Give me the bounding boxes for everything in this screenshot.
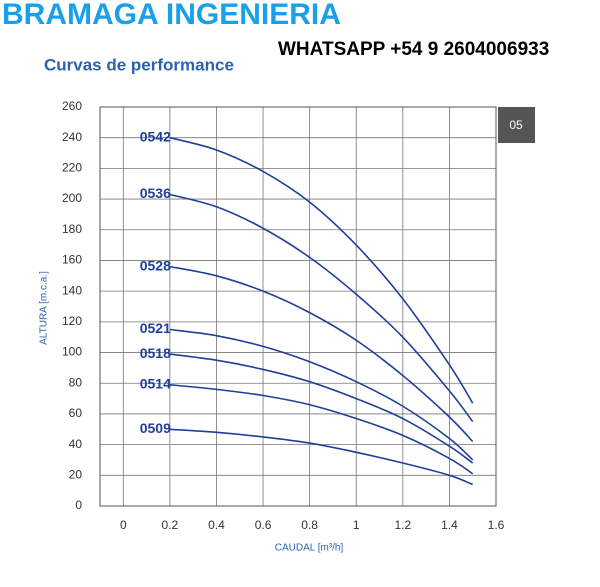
curve-label: 0542 — [140, 128, 171, 144]
y-tick-label: 180 — [62, 222, 82, 236]
x-tick-label: 0.4 — [208, 518, 225, 532]
x-tick-label: 1.6 — [488, 518, 505, 532]
page-number: 05 — [509, 118, 523, 132]
curve — [169, 383, 474, 475]
x-tick-label: 0.6 — [255, 518, 272, 532]
curve-label: 0536 — [140, 185, 171, 201]
x-tick-label: 1 — [353, 518, 360, 532]
brand: BRAMAGA INGENIERIA — [2, 0, 341, 31]
curve — [169, 265, 474, 443]
x-tick-label: 0 — [120, 518, 127, 532]
y-tick-label: 240 — [62, 130, 82, 144]
curve — [169, 353, 474, 464]
x-tick-label: 0.2 — [162, 518, 179, 532]
x-tick-label: 0.8 — [301, 518, 318, 532]
y-tick-label: 100 — [62, 345, 82, 359]
curve-label: 0518 — [140, 345, 171, 361]
y-tick-label: 260 — [62, 99, 82, 113]
curve — [169, 193, 474, 423]
curve-label: 0514 — [140, 375, 171, 391]
y-tick-label: 220 — [62, 161, 82, 175]
x-tick-label: 1.4 — [441, 518, 458, 532]
curve — [169, 328, 474, 461]
chart-title: Curvas de performance — [44, 55, 234, 74]
curve-label: 0509 — [140, 420, 171, 436]
y-tick-label: 140 — [62, 283, 82, 297]
y-tick-label: 60 — [69, 406, 83, 420]
y-tick-label: 40 — [69, 437, 83, 451]
plot-frame — [99, 106, 497, 507]
y-tick-label: 80 — [69, 375, 83, 389]
x-tick-label: 1.2 — [394, 518, 411, 532]
y-tick-label: 200 — [62, 191, 82, 205]
y-tick-label: 160 — [62, 253, 82, 267]
y-tick-label: 120 — [62, 314, 82, 328]
contact: WHATSAPP +54 9 2604006933 — [278, 39, 549, 60]
curve — [169, 136, 474, 404]
curve-label: 0528 — [140, 257, 171, 273]
y-tick-label: 0 — [75, 498, 82, 512]
curve — [169, 428, 474, 486]
page-badge — [498, 107, 535, 143]
y-axis-label: ALTURA [m.c.a.] — [39, 271, 50, 345]
x-axis-label: CAUDAL [m³/h] — [275, 543, 344, 554]
curve-label: 0521 — [140, 320, 171, 336]
y-tick-label: 20 — [69, 467, 83, 481]
